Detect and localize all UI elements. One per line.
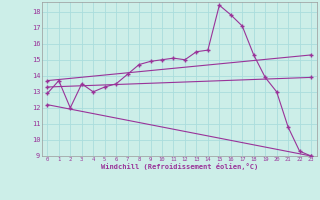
X-axis label: Windchill (Refroidissement éolien,°C): Windchill (Refroidissement éolien,°C) [100, 163, 258, 170]
